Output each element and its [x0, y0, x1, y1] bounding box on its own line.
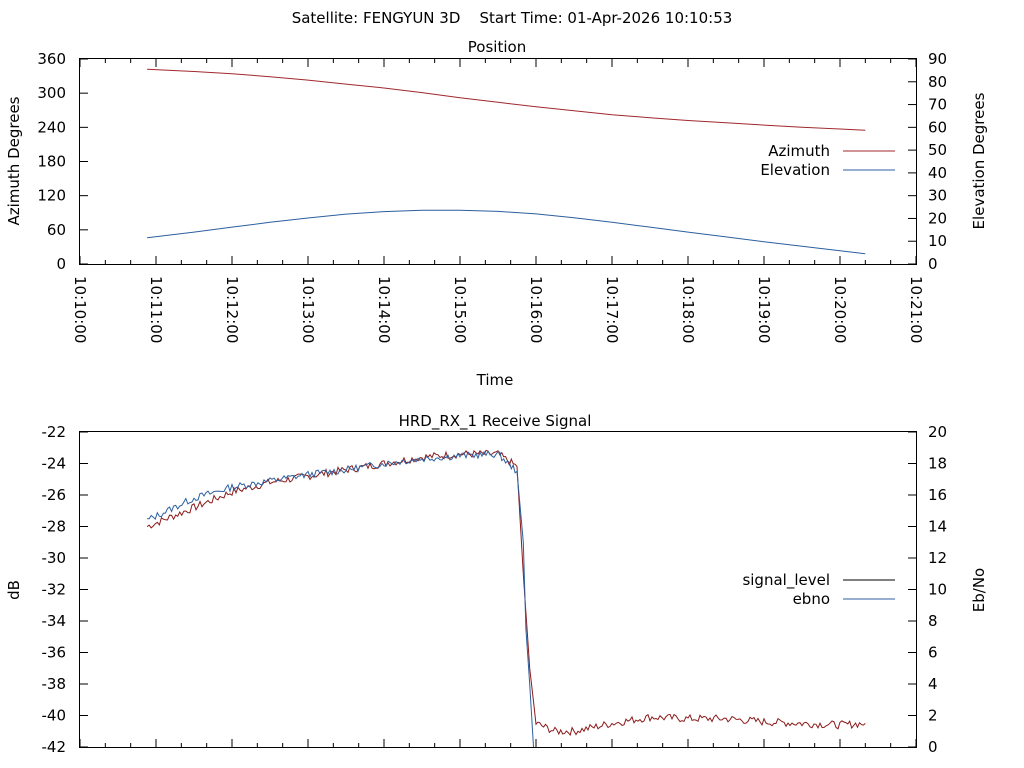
- position-x-tick-4: 10:14:00: [375, 276, 393, 343]
- signal-series: [146, 449, 866, 748]
- position-x-tick-7: 10:17:00: [603, 276, 621, 343]
- position-legend: Azimuth Elevation: [760, 142, 895, 179]
- signal-y2-ticks: 0 2 4 6 8 10 12 14 16 18 20: [908, 423, 947, 756]
- signal-plot-frame: [79, 431, 917, 748]
- position-x-tick-8: 10:18:00: [679, 276, 697, 343]
- signal-y-axis-label: dB: [5, 580, 23, 600]
- signal-chart: HRD_RX_1 Receive Signal dB Eb/No -42-40-…: [5, 412, 988, 756]
- signal-y2-tick-8: 16: [928, 486, 947, 504]
- signal-y-tick-1: -40: [42, 707, 67, 725]
- signal-y-tick-5: -32: [42, 581, 67, 599]
- position-x-tick-0: 10:10:00: [71, 276, 89, 343]
- position-x-tick-1: 10:11:00: [147, 276, 165, 343]
- position-y-tick-0: 0: [56, 255, 66, 273]
- position-y2-axis-label: Elevation Degrees: [970, 92, 988, 229]
- legend-azimuth-label: Azimuth: [768, 142, 830, 160]
- position-y-tick-1: 60: [47, 221, 66, 239]
- position-y2-tick-7: 70: [928, 96, 947, 114]
- position-y-tick-3: 180: [37, 153, 66, 171]
- signal-y-tick-3: -36: [42, 644, 67, 662]
- position-y2-tick-2: 20: [928, 209, 947, 227]
- position-y-tick-4: 240: [37, 118, 66, 136]
- position-x-tick-5: 10:15:00: [451, 276, 469, 343]
- signal-y2-tick-6: 12: [928, 549, 947, 567]
- legend-elevation-label: Elevation: [760, 161, 830, 179]
- position-y-tick-5: 300: [37, 84, 66, 102]
- position-y2-tick-8: 80: [928, 73, 947, 91]
- position-y2-tick-5: 50: [928, 141, 947, 159]
- position-y2-tick-9: 90: [928, 50, 947, 68]
- signal-legend: signal_level ebno: [742, 571, 895, 608]
- series-line-azimuth: [147, 68, 866, 131]
- position-y-axis-label: Azimuth Degrees: [5, 96, 23, 225]
- signal-y2-tick-3: 6: [928, 644, 938, 662]
- signal-y-tick-9: -24: [42, 455, 67, 473]
- signal-y-tick-7: -28: [42, 518, 67, 536]
- position-x-tick-2: 10:12:00: [223, 276, 241, 343]
- signal-y-tick-8: -26: [42, 486, 67, 504]
- legend-ebno-label: ebno: [793, 590, 830, 608]
- position-x-ticks: 10:10:00 10:11:00 10:12:00 10:13:00 10:14:00…: [71, 59, 925, 343]
- series-line-signal-level: [146, 449, 866, 737]
- signal-y-ticks: -42 -40 -38 -36 -34 -32 -30 -28 -26 -24 -22: [42, 423, 88, 756]
- position-y2-tick-4: 40: [928, 164, 947, 182]
- signal-y-tick-4: -34: [42, 612, 67, 630]
- legend-signal-level-label: signal_level: [742, 571, 830, 590]
- position-y-ticks: 0 60 120 180 240 300 360: [37, 50, 88, 273]
- position-chart: Position Azimuth Degrees Elevation Degre…: [5, 38, 988, 389]
- signal-chart-title: HRD_RX_1 Receive Signal: [399, 412, 592, 431]
- signal-y-tick-0: -42: [42, 738, 67, 756]
- position-y2-tick-1: 10: [928, 232, 947, 250]
- signal-y2-tick-4: 8: [928, 612, 938, 630]
- position-x-tick-9: 10:19:00: [755, 276, 773, 343]
- series-line-ebno: [147, 450, 534, 748]
- position-y2-ticks: 0 10 20 30 40 50 60 70 80 90: [908, 50, 947, 273]
- position-series: [147, 68, 866, 255]
- signal-y2-tick-10: 20: [928, 423, 947, 441]
- position-x-tick-10: 10:20:00: [831, 276, 849, 343]
- position-plot-frame: [79, 58, 917, 265]
- position-y2-tick-6: 60: [928, 118, 947, 136]
- signal-y2-tick-5: 10: [928, 581, 947, 599]
- signal-y2-tick-7: 14: [928, 518, 947, 536]
- chart-header-title: Satellite: FENGYUN 3D Start Time: 01-Apr…: [292, 9, 733, 27]
- position-x-tick-6: 10:16:00: [527, 276, 545, 343]
- signal-y2-tick-1: 2: [928, 707, 938, 725]
- signal-y2-axis-label: Eb/No: [970, 568, 988, 612]
- position-y-tick-6: 360: [37, 50, 66, 68]
- signal-y-tick-2: -38: [42, 675, 67, 693]
- signal-y2-tick-0: 0: [928, 738, 938, 756]
- signal-y-tick-6: -30: [42, 549, 67, 567]
- signal-y2-tick-2: 4: [928, 675, 938, 693]
- position-y2-tick-0: 0: [928, 255, 938, 273]
- series-line-elevation: [147, 209, 866, 255]
- signal-y-tick-10: -22: [42, 423, 67, 441]
- signal-y2-tick-9: 18: [928, 455, 947, 473]
- position-y2-tick-3: 30: [928, 187, 947, 205]
- position-x-axis-label: Time: [476, 371, 514, 389]
- position-x-tick-3: 10:13:00: [299, 276, 317, 343]
- position-x-tick-11: 10:21:00: [907, 276, 925, 343]
- signal-x-ticks: [79, 739, 917, 747]
- position-y-tick-2: 120: [37, 187, 66, 205]
- position-chart-title: Position: [468, 38, 526, 56]
